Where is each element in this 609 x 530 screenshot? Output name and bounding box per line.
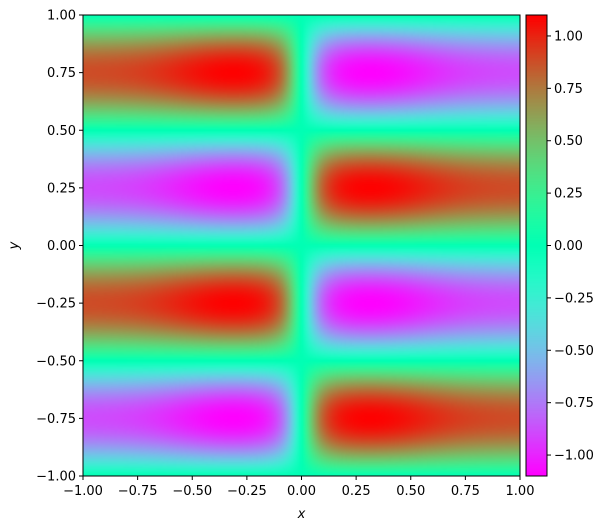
y-tick-label: 0.25 [47,181,76,196]
colorbar-gradient [526,15,547,476]
colorbar-tick-label: 0.25 [554,187,583,202]
y-tick-label: 0.75 [47,66,76,81]
colorbar-tick-label: 0.00 [554,239,583,254]
colorbar [525,14,548,477]
x-tick-label: 1.00 [506,484,535,499]
x-axis-title: x [297,507,306,522]
x-tick-label: −0.75 [118,484,158,499]
colorbar-tick-label: −0.25 [554,291,594,306]
colorbar-ticks: 1.00 0.75 0.50 0.25 0.00 −0.25 −0.50 −0.75 −1.00 [547,29,594,464]
colorbar-tick-label: −1.00 [554,449,594,464]
y-tick-label: 1.00 [47,9,76,24]
colorbar-tick-label: −0.50 [554,344,594,359]
y-axis-ticks: 1.00 0.75 0.50 0.25 0.00 −0.25 −0.50 −0.75 −1.00 [36,9,83,485]
colorbar-tick-label: 1.00 [554,29,583,44]
x-tick-label: 0.25 [342,484,371,499]
y-tick-label: 0.00 [47,239,76,254]
colorbar-tick-label: −0.75 [554,396,594,411]
x-tick-label: 0.50 [396,484,425,499]
y-axis-title: y [7,241,22,250]
y-tick-label: −0.50 [36,354,76,369]
heatmap-image [83,15,520,476]
y-tick-label: −1.00 [36,470,76,485]
x-tick-label: −1.00 [63,484,103,499]
x-tick-label: 0.00 [287,484,316,499]
x-tick-label: 0.75 [451,484,480,499]
y-tick-label: −0.75 [36,412,76,427]
x-tick-label: −0.50 [172,484,212,499]
x-tick-label: −0.25 [227,484,267,499]
x-axis-ticks: −1.00 −0.75 −0.50 −0.25 0.00 0.25 0.50 0.75 1.00 [63,476,534,499]
y-tick-label: −0.25 [36,297,76,312]
plot-area [82,14,521,477]
colorbar-tick-label: 0.50 [554,134,583,149]
colorbar-tick-label: 0.75 [554,82,583,97]
y-tick-label: 0.50 [47,124,76,139]
